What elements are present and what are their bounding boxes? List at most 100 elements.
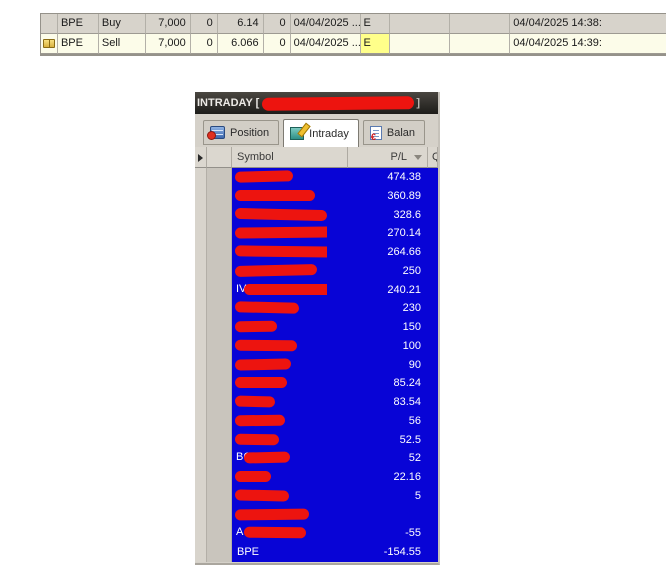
symbol-cell[interactable]	[232, 224, 327, 243]
table-row[interactable]: BPE Buy 7,000 0 6.14 0 04/04/2025 ... E 04/04/20…	[41, 14, 666, 34]
grid-row-content[interactable]: BPE -154.55	[232, 543, 438, 562]
symbol-cell[interactable]	[232, 168, 327, 187]
order-cell[interactable]: 7,000	[145, 14, 191, 34]
symbol-cell[interactable]	[232, 318, 327, 337]
table-row[interactable]: 270.14	[195, 224, 438, 243]
order-cell[interactable]	[390, 34, 451, 54]
order-cell[interactable]: E	[360, 34, 391, 54]
grid-row-content[interactable]: 22.16	[232, 468, 438, 487]
pl-cell[interactable]: 90	[408, 358, 421, 371]
order-cell[interactable]: Sell	[98, 34, 146, 54]
pl-cell[interactable]: 22.16	[393, 471, 421, 483]
order-cell[interactable]: 6.066	[217, 34, 264, 54]
table-row[interactable]: 328.6	[195, 205, 438, 225]
symbol-cell[interactable]	[232, 374, 327, 393]
grid-row-content[interactable]: 474.38	[232, 168, 438, 187]
symbol-cell[interactable]	[232, 487, 327, 506]
grid-row-content[interactable]: 100	[232, 336, 438, 356]
pl-cell[interactable]: 5	[414, 489, 421, 502]
table-row[interactable]: 90	[195, 355, 438, 375]
grid-row-content[interactable]: 328.6	[232, 205, 438, 225]
symbol-cell[interactable]: A	[232, 524, 327, 543]
pl-cell[interactable]: 360.89	[387, 189, 421, 202]
grid-row-content[interactable]: 360.89	[232, 186, 438, 206]
symbol-cell[interactable]	[232, 431, 327, 450]
order-cell[interactable]	[450, 14, 511, 34]
symbol-cell[interactable]: IV	[232, 281, 327, 300]
grid-row-content[interactable]: BC 52	[232, 449, 438, 468]
pl-cell[interactable]: 52	[408, 452, 421, 465]
column-header-q[interactable]: Q	[428, 147, 438, 168]
table-row[interactable]: 250	[195, 261, 438, 281]
table-row[interactable]: 83.54	[195, 393, 438, 412]
table-row[interactable]: 360.89	[195, 186, 438, 206]
order-cell[interactable]: 04/04/2025 14:39:	[510, 34, 666, 54]
table-row[interactable]: 264.66	[195, 243, 438, 262]
symbol-cell[interactable]	[232, 337, 327, 356]
order-cell[interactable]: 04/04/2025 ...	[290, 14, 361, 34]
tab-intraday[interactable]: Intraday	[283, 119, 359, 147]
pl-cell[interactable]	[327, 506, 438, 525]
symbol-cell[interactable]: BPE	[232, 543, 327, 562]
pl-cell[interactable]: 264.66	[387, 246, 421, 258]
table-row[interactable]: 150	[195, 318, 438, 337]
symbol-cell[interactable]	[232, 506, 327, 525]
order-cell[interactable]: Buy	[98, 14, 146, 34]
grid-corner[interactable]	[195, 147, 207, 168]
grid-row-content[interactable]	[232, 505, 438, 525]
order-cell[interactable]: 0	[190, 14, 218, 34]
order-cell[interactable]: E	[360, 14, 391, 34]
order-cell[interactable]: 7,000	[145, 34, 191, 54]
order-cell[interactable]	[450, 34, 511, 54]
pl-cell[interactable]: 328.6	[393, 208, 421, 221]
pl-cell[interactable]: 85.24	[393, 377, 421, 390]
table-row[interactable]: BPE -154.55	[195, 543, 438, 562]
symbol-cell[interactable]	[232, 299, 327, 318]
table-row[interactable]: 230	[195, 299, 438, 318]
grid-row-content[interactable]: 85.24	[232, 374, 438, 393]
order-cell[interactable]	[390, 14, 451, 34]
table-row[interactable]: IV 240.21	[195, 280, 438, 300]
table-row[interactable]: A -55	[195, 524, 438, 543]
symbol-cell[interactable]	[232, 468, 327, 487]
order-cell[interactable]: BPE	[57, 34, 99, 54]
order-cell[interactable]: 0	[190, 34, 218, 54]
column-header-symbol[interactable]: Symbol	[232, 147, 348, 168]
pl-cell[interactable]: 270.14	[387, 227, 421, 240]
order-cell[interactable]: 04/04/2025 ...	[290, 34, 361, 54]
pl-cell[interactable]: -55	[405, 527, 421, 540]
grid-row-content[interactable]: A -55	[232, 524, 438, 543]
grid-row-content[interactable]: 150	[232, 318, 438, 337]
table-row[interactable]: 100	[195, 336, 438, 356]
table-row[interactable]: BPE Sell 7,000 0 6.066 0 04/04/2025 ... E 04/04/…	[41, 34, 666, 54]
pl-cell[interactable]: -154.55	[383, 546, 421, 558]
pl-cell[interactable]: 230	[402, 302, 421, 315]
pl-cell[interactable]: 83.54	[393, 396, 421, 408]
order-cell[interactable]: BPE	[57, 14, 99, 34]
grid-row-content[interactable]: 83.54	[232, 393, 438, 412]
table-row[interactable]: 56	[195, 411, 438, 431]
pl-cell[interactable]: 100	[402, 339, 421, 352]
grid-row-content[interactable]: 52.5	[232, 430, 438, 450]
order-cell[interactable]: 0	[263, 34, 291, 54]
column-header-pl[interactable]: P/L	[348, 147, 428, 168]
table-row[interactable]	[195, 505, 438, 525]
grid-row-content[interactable]: 264.66	[232, 243, 438, 262]
table-row[interactable]: 22.16	[195, 468, 438, 487]
grid-row-content[interactable]: 90	[232, 355, 438, 375]
pl-cell[interactable]: 474.38	[387, 171, 421, 183]
order-cell[interactable]: 6.14	[217, 14, 264, 34]
symbol-cell[interactable]	[232, 243, 327, 262]
symbol-cell[interactable]: BC	[232, 449, 327, 468]
order-cell[interactable]: 04/04/2025 14:38:	[510, 14, 666, 34]
grid-row-content[interactable]: 5	[232, 486, 438, 506]
grid-row-content[interactable]: 270.14	[232, 224, 438, 243]
table-row[interactable]: 5	[195, 486, 438, 506]
pl-cell[interactable]: 52.5	[399, 433, 421, 446]
symbol-cell[interactable]	[232, 206, 327, 225]
order-cell[interactable]: 0	[263, 14, 291, 34]
tab-position[interactable]: Position	[203, 120, 280, 145]
pl-cell[interactable]: 240.21	[387, 283, 421, 296]
symbol-cell[interactable]	[232, 356, 327, 375]
grid-row-content[interactable]: 56	[232, 411, 438, 431]
